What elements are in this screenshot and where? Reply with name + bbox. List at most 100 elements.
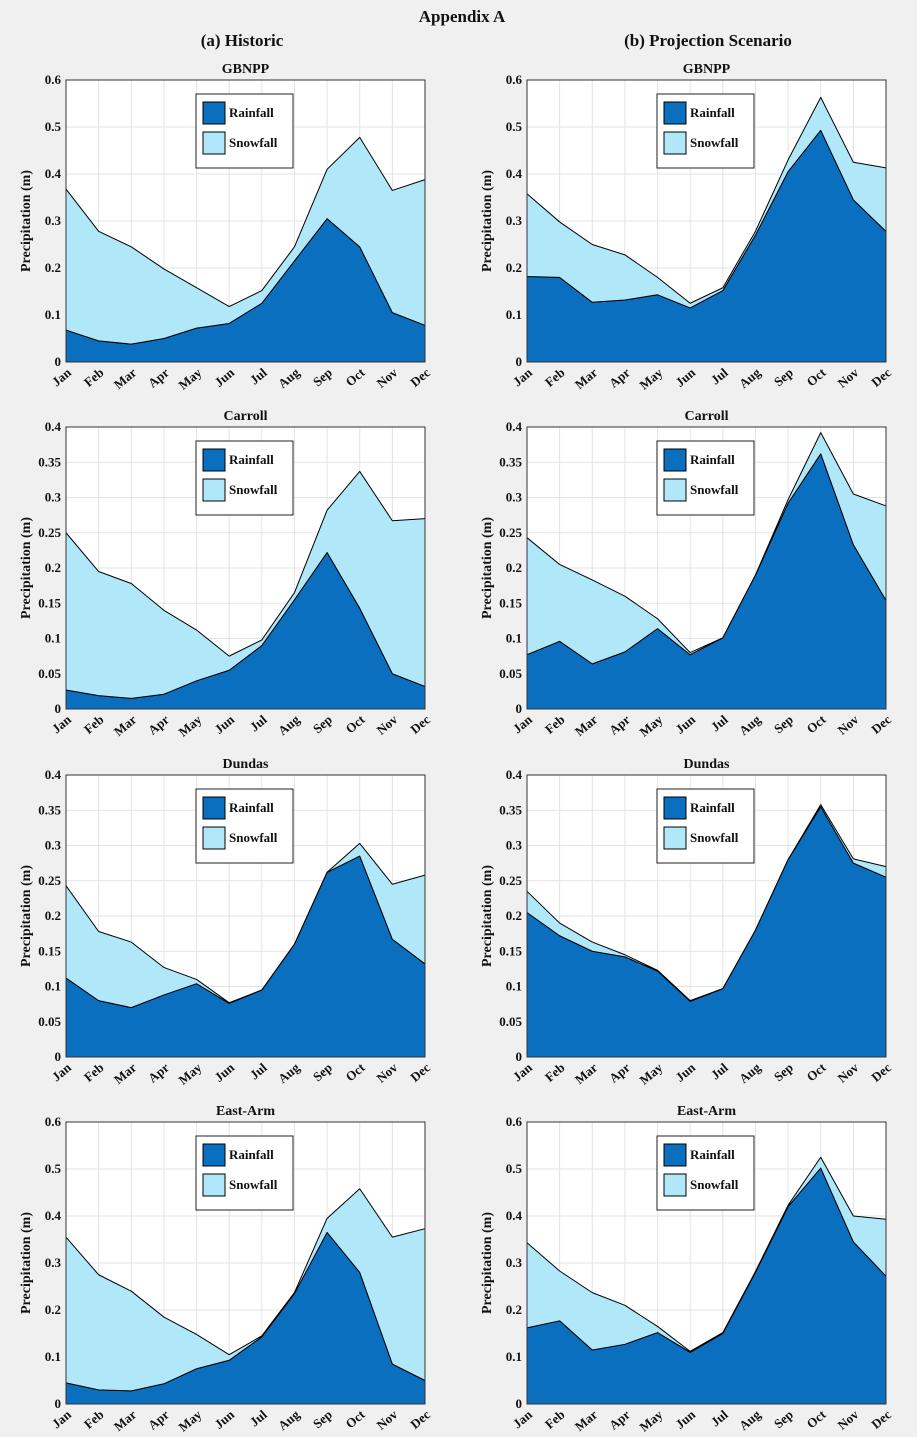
legend-label: Snowfall [690,1177,739,1192]
y-tick-label: 0.2 [45,260,61,275]
y-tick-label: 0.35 [499,454,522,469]
y-tick-label: 0 [516,1396,523,1411]
axes-box [65,79,426,363]
y-tick-label: 0 [516,1049,523,1064]
legend-label: Rainfall [229,452,274,467]
y-tick-label: 0.5 [506,119,523,134]
y-tick-label: 0.4 [45,767,62,782]
y-tick-label: 0.6 [45,72,62,87]
y-tick-label: 0.1 [45,307,61,322]
chart-title: East-Arm [677,1104,736,1119]
y-tick-label: 0.25 [499,525,522,540]
y-tick-label: 0.2 [506,908,522,923]
y-tick-label: 0.3 [45,213,62,228]
legend-swatch [663,796,687,820]
y-tick-label: 0.2 [45,1302,61,1317]
y-axis-label: Precipitation (m) [19,517,34,619]
axes-box [526,1121,887,1405]
y-tick-label: 0.05 [499,1014,522,1029]
y-axis-label: Precipitation (m) [480,1212,495,1314]
y-tick-label: 0.4 [506,767,523,782]
legend-label: Rainfall [229,105,274,120]
y-tick-label: 0.3 [506,490,523,505]
legend-label: Snowfall [690,135,739,150]
y-tick-label: 0.1 [506,1349,522,1364]
y-tick-label: 0.5 [506,1161,523,1176]
axes-box [65,426,426,710]
y-axis-label: Precipitation (m) [19,1212,34,1314]
legend-swatch [663,101,687,125]
legend-swatch [202,1143,226,1167]
y-tick-label: 0.6 [506,72,523,87]
legend-swatch [202,826,226,850]
legend-swatch [202,131,226,155]
figure-title: Appendix A [419,7,506,26]
y-tick-label: 0 [55,701,62,716]
legend-swatch [663,448,687,472]
panel-title: (b) Projection Scenario [624,31,792,50]
y-tick-label: 0.6 [45,1114,62,1129]
y-tick-label: 0.1 [45,631,61,646]
y-tick-label: 0.15 [499,595,522,610]
chart-title: Carroll [684,409,728,424]
y-tick-label: 0.4 [506,1208,523,1223]
chart-title: GBNPP [222,62,270,77]
y-tick-label: 0.05 [499,666,522,681]
y-axis-label: Precipitation (m) [19,865,34,967]
legend-swatch [202,101,226,125]
legend-swatch [202,478,226,502]
y-tick-label: 0.6 [506,1114,523,1129]
legend-label: Rainfall [229,1147,274,1162]
y-tick-label: 0.2 [506,1302,522,1317]
y-tick-label: 0.1 [45,1349,61,1364]
y-tick-label: 0.1 [506,631,522,646]
y-tick-label: 0.3 [506,213,523,228]
chart-title: East-Arm [216,1104,275,1119]
y-tick-label: 0.2 [506,260,522,275]
chart-title: Carroll [223,409,267,424]
y-tick-label: 0.2 [506,560,522,575]
legend-swatch [202,1173,226,1197]
legend-label: Snowfall [690,830,739,845]
y-tick-label: 0.25 [38,525,61,540]
legend-swatch [202,796,226,820]
legend-label: Snowfall [229,135,278,150]
panel-title: (a) Historic [201,31,284,50]
y-tick-label: 0.15 [499,943,522,958]
y-tick-label: 0 [55,1049,62,1064]
y-tick-label: 0.5 [45,1161,62,1176]
y-tick-label: 0.35 [38,802,61,817]
legend-label: Snowfall [690,482,739,497]
y-axis-label: Precipitation (m) [480,170,495,272]
y-tick-label: 0.25 [499,873,522,888]
chart-title: Dundas [223,757,269,772]
y-tick-label: 0.4 [45,419,62,434]
y-axis-label: Precipitation (m) [480,865,495,967]
y-tick-label: 0.2 [45,908,61,923]
y-tick-label: 0 [55,1396,62,1411]
legend-swatch [663,131,687,155]
legend-label: Snowfall [229,830,278,845]
y-tick-label: 0.25 [38,873,61,888]
y-tick-label: 0.15 [38,595,61,610]
legend-swatch [663,1143,687,1167]
legend-label: Rainfall [690,452,735,467]
y-tick-label: 0.1 [506,307,522,322]
legend-swatch [202,448,226,472]
legend-label: Rainfall [690,105,735,120]
y-tick-label: 0 [55,354,62,369]
axes-box [526,426,887,710]
legend-swatch [663,1173,687,1197]
y-tick-label: 0.3 [45,1255,62,1270]
legend-label: Snowfall [229,482,278,497]
legend-swatch [663,826,687,850]
legend-label: Rainfall [229,800,274,815]
y-tick-label: 0.35 [499,802,522,817]
legend-label: Rainfall [690,1147,735,1162]
axes-box [526,774,887,1058]
legend-label: Snowfall [229,1177,278,1192]
y-tick-label: 0.3 [506,838,523,853]
axes-box [526,79,887,363]
y-axis-label: Precipitation (m) [19,170,34,272]
